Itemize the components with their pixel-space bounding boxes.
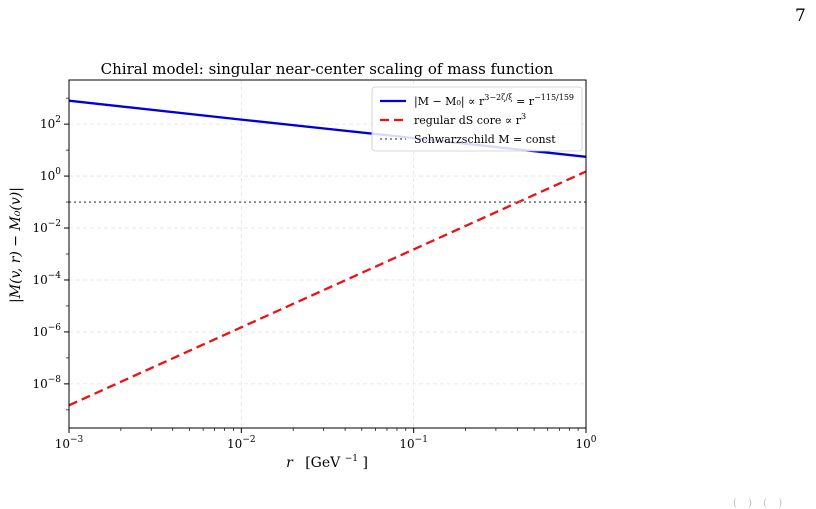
y-tick-label: 10−2	[32, 219, 61, 235]
x-axis-unit-close: ]	[362, 455, 367, 471]
y-tick-label: 100	[40, 167, 61, 183]
x-axis-unit-exp: −1	[345, 454, 358, 464]
y-tick-label: 102	[40, 115, 61, 131]
x-axis-label: r [GeV −1 ]	[286, 449, 368, 471]
grid	[68, 80, 587, 428]
chart-title: Chiral model: singular near-center scali…	[101, 60, 554, 78]
y-axis-label: |M(v, r) − M₀(v)|	[8, 187, 24, 303]
legend-entry-2: regular dS core ∝ r3	[414, 112, 526, 127]
legend-entry-3: Schwarzschild M = const	[414, 133, 556, 146]
x-tick-label: 10−2	[227, 435, 256, 451]
series-line-2	[68, 170, 587, 407]
y-tick-label: 10−6	[32, 323, 61, 339]
legend: |M − M₀| ∝ r3−2ζ/ξ = r−115/159 regular dS…	[371, 86, 583, 152]
legend-box	[371, 86, 583, 152]
ticks: 10−3 10−2 10−1 100 10−8 10−6 10−4 10−2 100 102	[32, 97, 597, 451]
x-tick-label: 10−1	[399, 435, 428, 451]
corner-mark: ( ) ( )	[733, 498, 787, 509]
x-axis-var: r	[286, 455, 294, 471]
legend-entry-1: |M − M₀| ∝ r3−2ζ/ξ = r−115/159	[414, 93, 574, 109]
x-tick-label: 10−3	[55, 435, 84, 451]
y-tick-label: 10−8	[32, 375, 61, 391]
page-number: 7	[795, 6, 806, 26]
y-tick-label: 10−4	[32, 271, 61, 287]
x-tick-label: 100	[575, 435, 596, 451]
x-axis-unit: [GeV	[305, 455, 341, 471]
